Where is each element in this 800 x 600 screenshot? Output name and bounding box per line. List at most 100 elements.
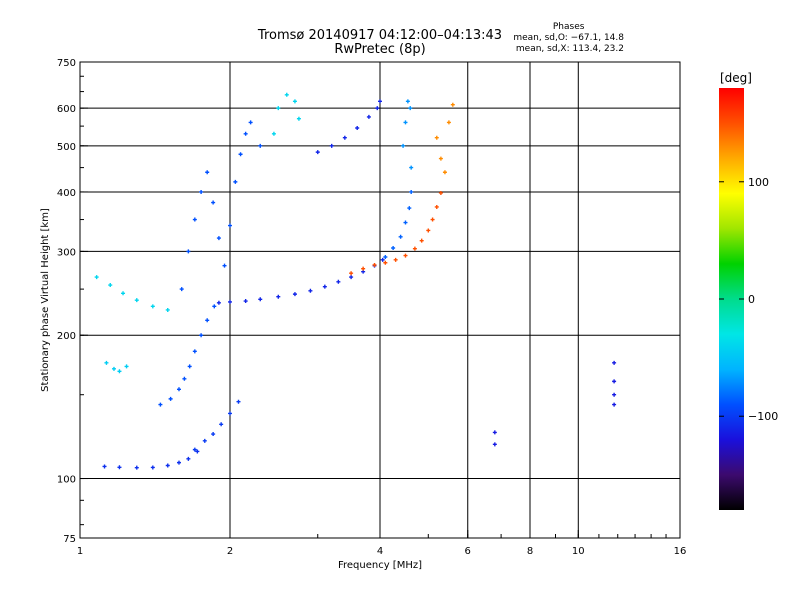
data-point <box>211 432 216 437</box>
colorbar-tick-label: 0 <box>748 293 755 306</box>
y-axis-ticks: 75 100 200 300 400 500 600 750 <box>57 58 88 545</box>
data-point <box>315 150 320 155</box>
x-tick-label: 8 <box>527 546 533 557</box>
data-point <box>430 217 435 222</box>
colorbar-tick-label: 100 <box>748 176 769 189</box>
data-point <box>349 271 354 276</box>
data-points <box>94 92 617 470</box>
data-point <box>228 299 232 304</box>
data-point <box>375 106 380 111</box>
data-point <box>391 246 396 251</box>
grid-lines <box>80 62 680 538</box>
colorbar-label: [deg] <box>720 71 752 85</box>
data-point <box>205 318 210 323</box>
x-tick-label: 10 <box>572 546 585 557</box>
data-point <box>134 465 139 470</box>
colorbar-ticks: 100 0 −100 <box>719 176 778 423</box>
data-point <box>179 287 184 292</box>
data-point <box>403 253 408 258</box>
data-point <box>322 284 327 289</box>
data-point <box>349 275 354 280</box>
data-point <box>219 422 224 427</box>
data-point <box>168 396 173 401</box>
data-point <box>492 442 497 447</box>
data-point <box>336 279 341 284</box>
phase-stats: Phases mean, sd,O: −67.1, 14.8 mean, sd,… <box>513 22 624 55</box>
data-point <box>192 447 197 452</box>
data-point <box>292 292 297 297</box>
x-axis-label: Frequency [MHz] <box>338 560 422 571</box>
data-point <box>329 143 334 148</box>
x-tick-label: 4 <box>377 546 383 557</box>
data-point <box>434 135 439 140</box>
data-point <box>212 304 217 309</box>
data-point <box>216 236 221 241</box>
data-point <box>150 465 155 470</box>
data-point <box>408 106 413 111</box>
y-tick-label: 75 <box>63 534 76 545</box>
data-point <box>292 99 297 104</box>
data-point <box>378 99 382 104</box>
data-point <box>205 170 210 175</box>
data-point <box>612 379 617 384</box>
data-point <box>158 402 163 407</box>
data-point <box>111 366 116 371</box>
y-tick-label: 300 <box>57 247 76 258</box>
data-point <box>438 190 443 195</box>
data-point <box>405 99 410 104</box>
data-point <box>182 376 187 381</box>
data-point <box>612 392 617 397</box>
y-axis-label: Stationary phase Virtual Height [km] <box>40 208 51 392</box>
data-point <box>202 438 207 443</box>
data-point <box>192 217 197 222</box>
data-point <box>401 143 406 148</box>
data-point <box>407 206 412 211</box>
data-point <box>258 297 263 302</box>
data-point <box>446 120 451 125</box>
y-tick-label: 600 <box>57 104 76 115</box>
data-point <box>117 369 122 374</box>
data-point <box>258 143 263 148</box>
data-point <box>438 156 443 161</box>
data-point <box>236 399 241 404</box>
data-point <box>165 307 170 312</box>
data-point <box>398 234 403 239</box>
y-tick-label: 500 <box>57 142 76 153</box>
colorbar-tick-label: −100 <box>748 410 778 423</box>
x-tick-label: 2 <box>227 546 233 557</box>
data-point <box>442 170 447 175</box>
data-point <box>176 387 181 392</box>
data-point <box>165 463 170 468</box>
y-tick-label: 400 <box>57 188 76 199</box>
y-tick-label: 200 <box>57 331 76 342</box>
data-point <box>108 283 113 288</box>
data-point <box>409 165 414 170</box>
chart-subtitle: RwPretec (8p) <box>334 42 426 57</box>
phase-stats-o: mean, sd,O: −67.1, 14.8 <box>513 33 624 43</box>
data-point <box>409 189 414 194</box>
data-point <box>434 204 439 209</box>
data-point <box>228 411 232 416</box>
data-point <box>383 260 388 265</box>
chart-title: Tromsø 20140917 04:12:00–04:13:43 <box>257 28 503 43</box>
data-point <box>117 465 122 470</box>
data-point <box>372 262 377 267</box>
data-point <box>186 249 191 254</box>
data-point <box>233 179 238 184</box>
phase-stats-label: Phases <box>552 22 585 32</box>
data-point <box>238 152 243 157</box>
x-axis-ticks: 1 2 4 6 8 10 16 <box>77 530 686 557</box>
data-point <box>426 228 431 233</box>
data-point <box>211 200 216 205</box>
data-point <box>271 131 276 136</box>
data-point <box>222 263 227 268</box>
data-point <box>355 126 360 131</box>
data-point <box>124 364 129 369</box>
x-tick-label: 1 <box>77 546 83 557</box>
data-point <box>104 360 109 365</box>
data-point <box>228 223 232 228</box>
data-point <box>380 257 385 262</box>
data-point <box>248 120 253 125</box>
data-point <box>150 304 155 309</box>
